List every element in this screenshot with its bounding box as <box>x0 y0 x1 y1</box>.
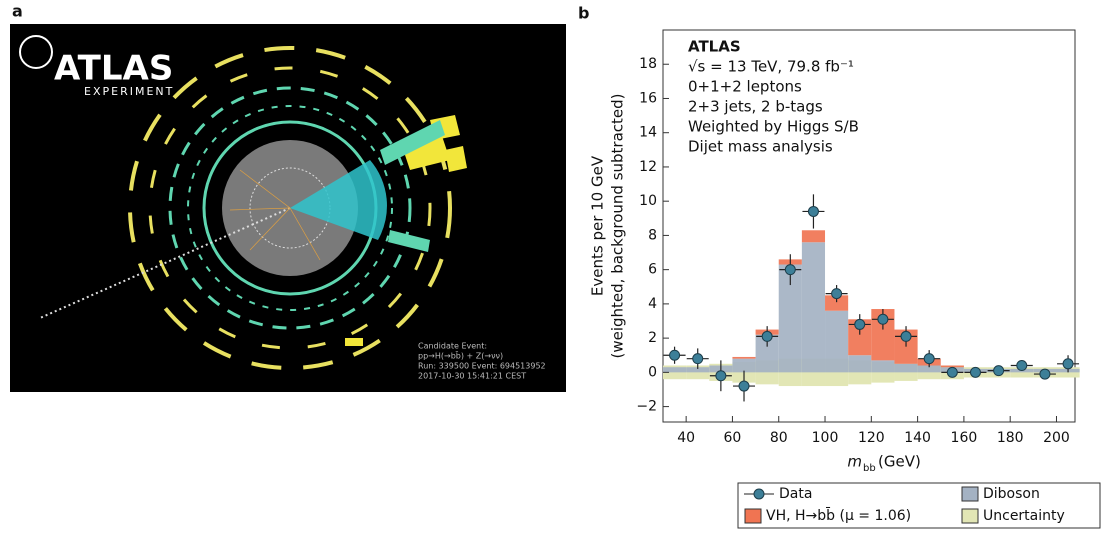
y-tick-label: 4 <box>648 296 657 312</box>
legend-swatch <box>961 508 979 524</box>
logo: ATLAS <box>54 49 173 89</box>
y-tick-label: 10 <box>639 193 657 209</box>
data-point <box>1062 358 1074 370</box>
data-point <box>900 330 912 342</box>
x-axis-label: m <box>847 453 862 471</box>
logo-sub: EXPERIMENT <box>84 85 174 98</box>
x-tick-label: 40 <box>677 430 695 446</box>
histogram-bar <box>940 365 964 368</box>
annotation: Dijet mass analysis <box>688 138 833 156</box>
data-point <box>993 365 1005 377</box>
y-tick-label: 14 <box>639 125 657 141</box>
y-tick-label: 16 <box>639 90 657 106</box>
histogram-bar <box>848 319 872 356</box>
y-tick-label: −2 <box>636 399 657 415</box>
x-tick-label: 120 <box>858 430 885 446</box>
y-tick-label: 0 <box>648 364 657 380</box>
histogram-bar <box>801 242 826 373</box>
histogram-bar <box>732 356 756 359</box>
annotation: 0+1+2 leptons <box>688 78 802 96</box>
legend-frame <box>737 482 1101 529</box>
data-point <box>854 318 866 330</box>
legend-label: Data <box>779 486 812 502</box>
data-point <box>831 288 843 300</box>
x-tick-label: 80 <box>770 430 788 446</box>
legend-label: VH, H→bb̄ (μ = 1.06) <box>766 506 911 524</box>
data-point <box>715 370 727 382</box>
histogram-bar <box>801 230 826 243</box>
histogram-bar <box>686 367 710 373</box>
x-axis-label: (GeV) <box>878 453 921 471</box>
y-tick-label: 12 <box>639 159 657 175</box>
data-point <box>1039 368 1051 380</box>
x-tick-label: 60 <box>724 430 742 446</box>
panel-label: a <box>12 2 23 21</box>
x-tick-label: 100 <box>812 430 839 446</box>
y-tick-label: 8 <box>648 227 657 243</box>
event-caption: 2017-10-30 15:41:21 CEST <box>418 372 526 381</box>
histogram-bar <box>778 264 802 373</box>
y-tick-label: 18 <box>639 56 657 72</box>
histogram-bar <box>825 310 849 373</box>
y-tick-label: 6 <box>648 262 657 278</box>
panel-label: b <box>578 4 589 23</box>
annotation: 2+3 jets, 2 b-tags <box>688 98 823 116</box>
data-point <box>969 366 981 378</box>
annotation: ATLAS <box>688 38 741 56</box>
data-point <box>877 313 889 325</box>
histogram-bar <box>663 367 687 373</box>
data-point <box>784 264 796 276</box>
x-tick-label: 200 <box>1043 430 1070 446</box>
histogram-bar <box>894 363 918 373</box>
legend-label: Diboson <box>983 486 1040 502</box>
x-tick-label: 160 <box>951 430 978 446</box>
histogram-bar <box>732 358 756 373</box>
data-point <box>669 349 681 361</box>
legend-swatch <box>961 486 979 502</box>
data-point <box>807 205 819 217</box>
data-point <box>923 353 935 365</box>
x-tick-label: 180 <box>997 430 1024 446</box>
histogram-bar <box>871 360 895 373</box>
y-axis-label: (weighted, background subtracted) <box>609 93 627 358</box>
legend-marker <box>753 488 765 500</box>
data-point <box>692 353 704 365</box>
y-axis-label: Events per 10 GeV <box>589 155 607 296</box>
data-point <box>946 366 958 378</box>
x-tick-label: 140 <box>904 430 931 446</box>
event-caption: Run: 339500 Event: 694513952 <box>418 362 546 371</box>
legend-label: Uncertainty <box>983 508 1065 524</box>
histogram-bar <box>825 295 849 311</box>
x-axis-label: bb <box>863 463 876 474</box>
data-point <box>761 330 773 342</box>
annotation: Weighted by Higgs S/B <box>688 118 859 136</box>
data-point <box>1016 360 1028 372</box>
histogram-bar <box>871 309 895 361</box>
data-point <box>738 380 750 392</box>
histogram-bar <box>917 365 941 373</box>
event-caption: pp→H(→bb̄) + Z(→νν) <box>418 350 503 360</box>
annotation: √s = 13 TeV, 79.8 fb⁻¹ <box>688 58 854 76</box>
histogram-bar <box>848 355 872 373</box>
event-display: ATLAS EXPERIMENT Candidate Event:pp→H(→b… <box>10 24 566 392</box>
histogram-bar <box>755 334 779 373</box>
plot-frame <box>662 29 1076 423</box>
y-tick-label: 2 <box>648 330 657 346</box>
event-caption: Candidate Event: <box>418 342 487 351</box>
legend-swatch <box>744 508 762 524</box>
